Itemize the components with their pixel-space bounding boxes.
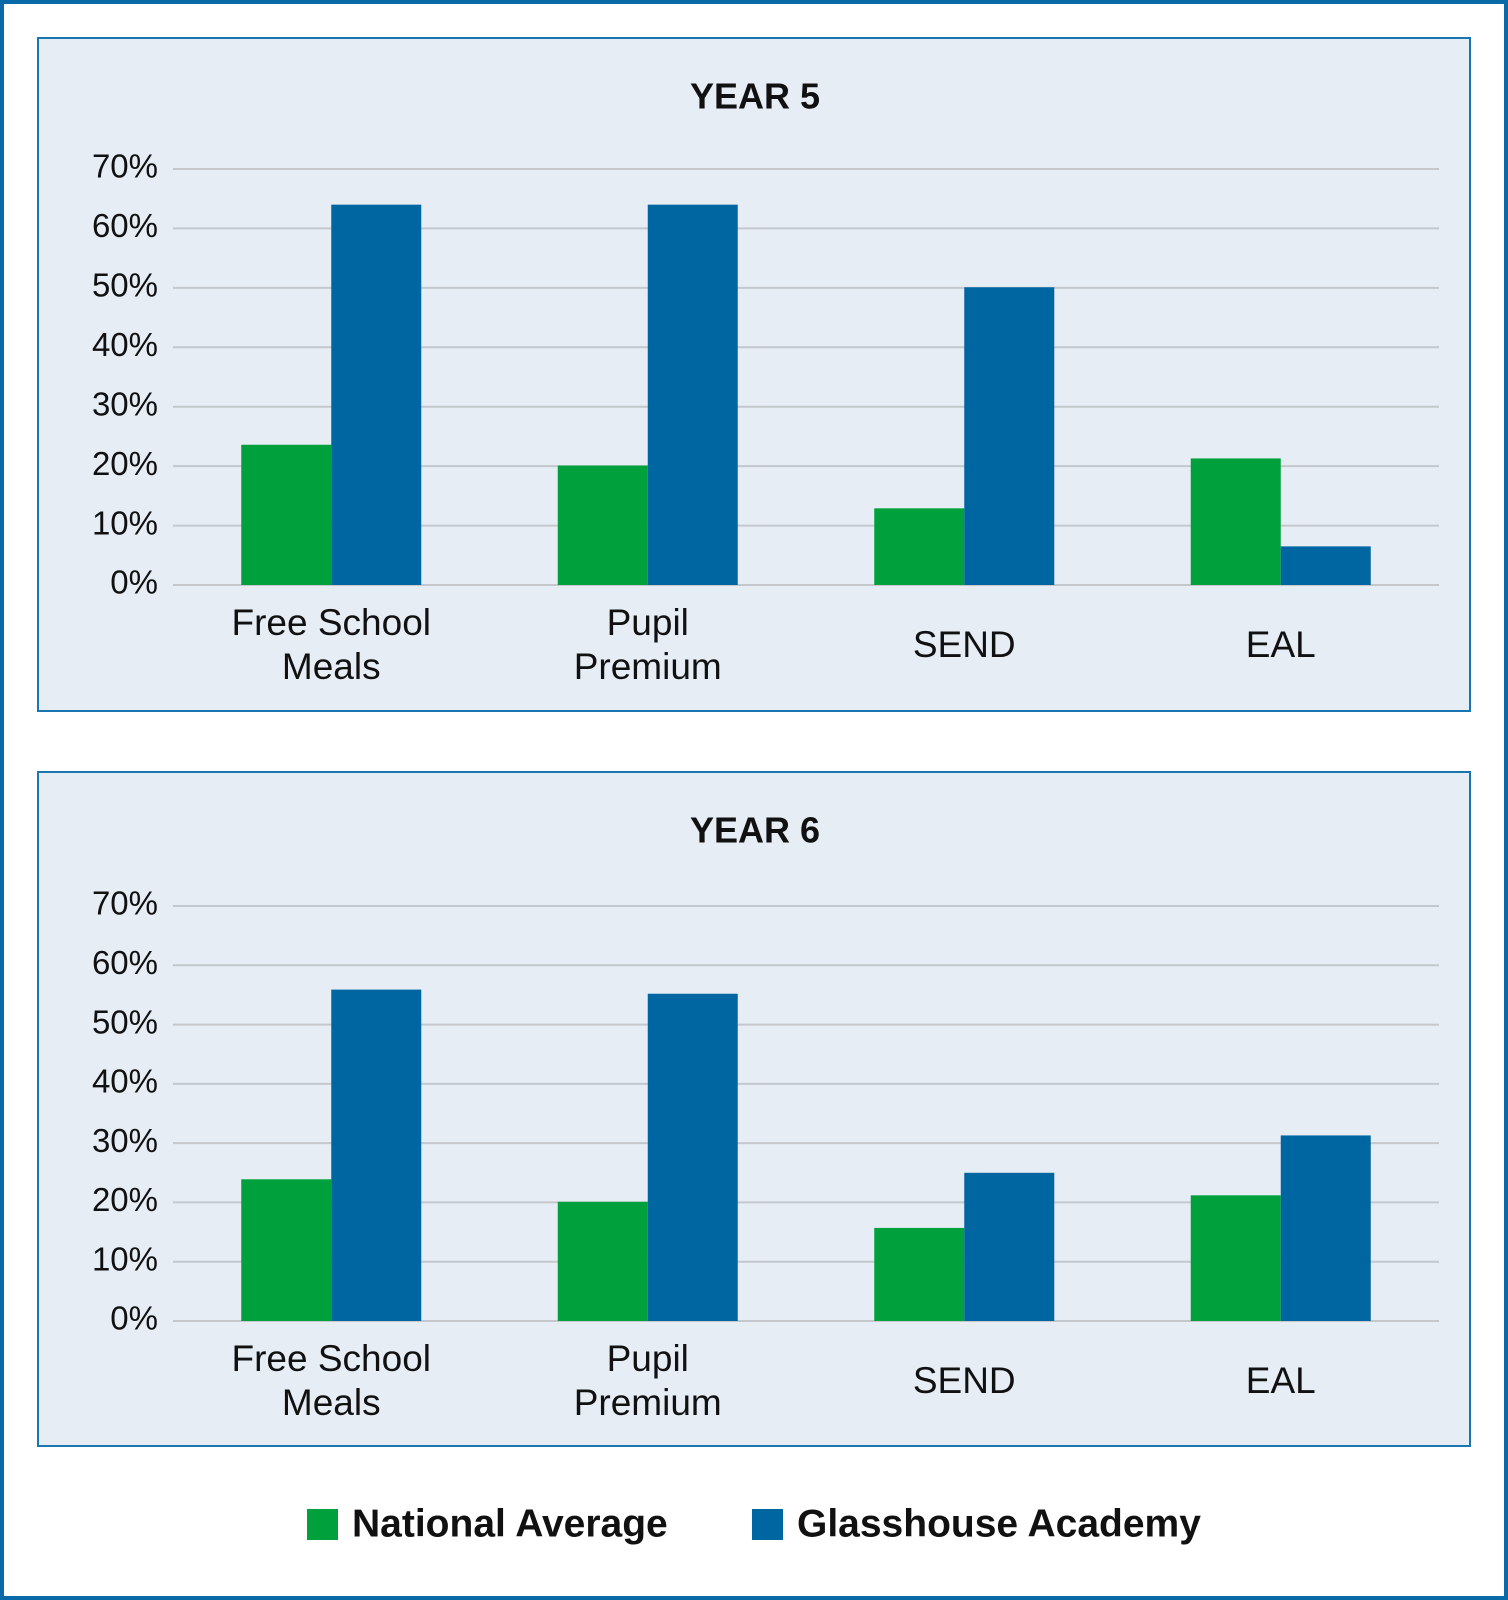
bar (557, 465, 648, 585)
legend-swatch (307, 1509, 338, 1540)
bar (1280, 1135, 1371, 1321)
x-tick-label: Pupil Premium (573, 602, 722, 687)
y-tick-label: 0% (110, 564, 158, 601)
y-tick-label: 10% (92, 504, 158, 541)
x-tick-label: EAL (1245, 1360, 1316, 1401)
bar (241, 1179, 332, 1321)
x-tick-label: SEND (912, 1360, 1016, 1401)
bar (331, 204, 422, 585)
bar (964, 1172, 1055, 1321)
chart-title: YEAR 5 (690, 76, 820, 117)
y-tick-label: 70% (92, 885, 158, 922)
chart-title: YEAR 6 (690, 810, 820, 851)
x-tick-label: Free School Meals (231, 1338, 432, 1423)
bar (874, 1227, 965, 1321)
x-tick-label: Free School Meals (231, 602, 432, 687)
y-tick-label: 40% (92, 1063, 158, 1100)
y-tick-label: 20% (92, 445, 158, 482)
panel (37, 771, 1471, 1447)
bar (647, 204, 738, 585)
x-tick-label: Pupil Premium (573, 1338, 722, 1423)
y-tick-label: 50% (92, 267, 158, 304)
y-tick-label: 70% (92, 148, 158, 185)
bar (874, 508, 965, 585)
y-tick-label: 20% (92, 1181, 158, 1218)
y-tick-label: 60% (92, 207, 158, 244)
y-tick-label: 10% (92, 1240, 158, 1277)
bar (1280, 546, 1371, 585)
y-tick-label: 30% (92, 1122, 158, 1159)
panel (37, 37, 1471, 712)
x-tick-label: SEND (912, 624, 1016, 665)
y-tick-label: 0% (110, 1300, 158, 1337)
x-tick-label: EAL (1245, 624, 1316, 665)
bar (241, 444, 332, 585)
bar (1190, 458, 1281, 585)
bar (964, 287, 1055, 585)
legend-label: National Average (352, 1502, 668, 1545)
y-tick-label: 30% (92, 385, 158, 422)
legend-swatch (752, 1509, 783, 1540)
legend-label: Glasshouse Academy (797, 1502, 1201, 1545)
y-tick-label: 60% (92, 944, 158, 981)
bar (647, 993, 738, 1321)
y-tick-label: 40% (92, 326, 158, 363)
bar (557, 1201, 648, 1321)
bar (331, 989, 422, 1321)
y-tick-label: 50% (92, 1003, 158, 1040)
bar (1190, 1195, 1281, 1321)
